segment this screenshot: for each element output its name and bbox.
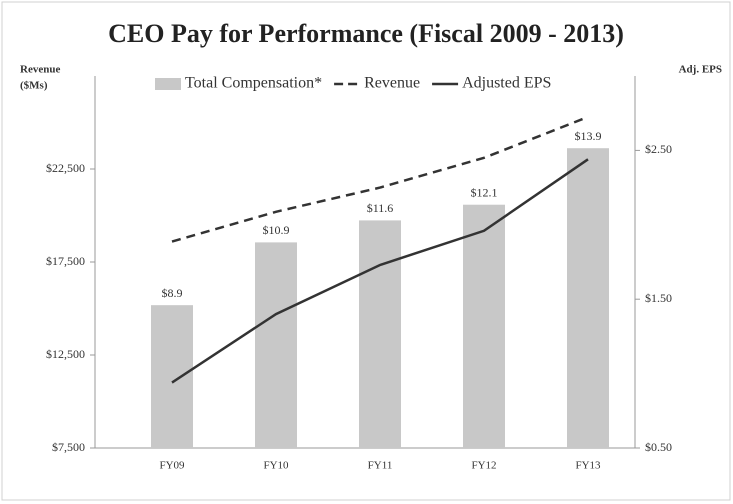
legend-swatch	[155, 78, 181, 90]
y-axis-label: ($Ms)	[20, 80, 48, 92]
legend-label: Total Compensation*	[185, 75, 322, 92]
x-tick-label: FY11	[368, 460, 393, 472]
bar	[255, 242, 297, 448]
legend-label: Adjusted EPS	[462, 75, 551, 92]
x-tick-label: FY13	[575, 460, 601, 472]
y-tick-label: $7,500	[52, 440, 85, 454]
x-tick-label: FY09	[159, 460, 185, 472]
legend-label: Revenue	[364, 75, 420, 92]
data-label: $13.9	[575, 129, 602, 143]
data-label: $8.9	[162, 286, 183, 300]
bar	[359, 220, 401, 448]
y-tick-label: $22,500	[46, 161, 85, 175]
y-axis-label: Revenue	[20, 64, 60, 76]
line	[171, 115, 589, 243]
bar	[151, 305, 193, 448]
x-tick-label: FY12	[471, 460, 496, 472]
bar	[463, 204, 505, 448]
line	[171, 158, 589, 384]
y2-tick-label: $0.50	[645, 440, 672, 454]
data-label: $10.9	[263, 223, 290, 237]
y2-tick-label: $2.50	[645, 142, 672, 156]
chart-title: CEO Pay for Performance (Fiscal 2009 - 2…	[108, 19, 624, 48]
data-label: $12.1	[471, 185, 498, 199]
bar	[567, 148, 609, 449]
y2-tick-label: $1.50	[645, 291, 672, 305]
x-tick-label: FY10	[263, 460, 289, 472]
data-label: $11.6	[367, 201, 394, 215]
y-tick-label: $17,500	[46, 254, 85, 268]
y2-axis-label: Adj. EPS	[679, 64, 722, 76]
y-tick-label: $12,500	[46, 347, 85, 361]
